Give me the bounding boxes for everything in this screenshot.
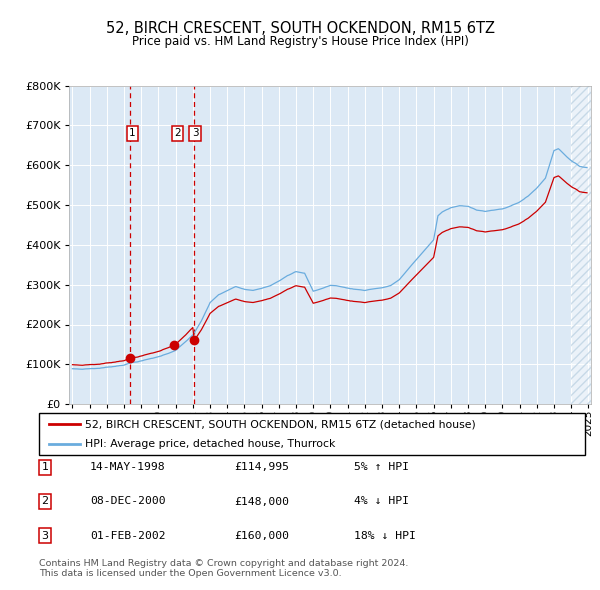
Text: 3: 3 (192, 129, 199, 138)
Text: Price paid vs. HM Land Registry's House Price Index (HPI): Price paid vs. HM Land Registry's House … (131, 35, 469, 48)
Text: £148,000: £148,000 (234, 497, 289, 506)
Text: £160,000: £160,000 (234, 531, 289, 540)
Text: 4% ↓ HPI: 4% ↓ HPI (354, 497, 409, 506)
Text: 2: 2 (41, 497, 49, 506)
Text: 3: 3 (41, 531, 49, 540)
Text: This data is licensed under the Open Government Licence v3.0.: This data is licensed under the Open Gov… (39, 569, 341, 578)
Text: 18% ↓ HPI: 18% ↓ HPI (354, 531, 416, 540)
Text: 08-DEC-2000: 08-DEC-2000 (90, 497, 166, 506)
Text: 52, BIRCH CRESCENT, SOUTH OCKENDON, RM15 6TZ: 52, BIRCH CRESCENT, SOUTH OCKENDON, RM15… (106, 21, 494, 35)
Text: Contains HM Land Registry data © Crown copyright and database right 2024.: Contains HM Land Registry data © Crown c… (39, 559, 409, 568)
Text: 2: 2 (175, 129, 181, 138)
Text: 1: 1 (41, 463, 49, 472)
Text: £114,995: £114,995 (234, 463, 289, 472)
Text: 52, BIRCH CRESCENT, SOUTH OCKENDON, RM15 6TZ (detached house): 52, BIRCH CRESCENT, SOUTH OCKENDON, RM15… (85, 419, 476, 430)
Text: 5% ↑ HPI: 5% ↑ HPI (354, 463, 409, 472)
Bar (571, 86, 592, 404)
Text: HPI: Average price, detached house, Thurrock: HPI: Average price, detached house, Thur… (85, 439, 336, 449)
Bar (571, 86, 592, 404)
Text: 01-FEB-2002: 01-FEB-2002 (90, 531, 166, 540)
Text: 14-MAY-1998: 14-MAY-1998 (90, 463, 166, 472)
Text: 1: 1 (129, 129, 136, 138)
